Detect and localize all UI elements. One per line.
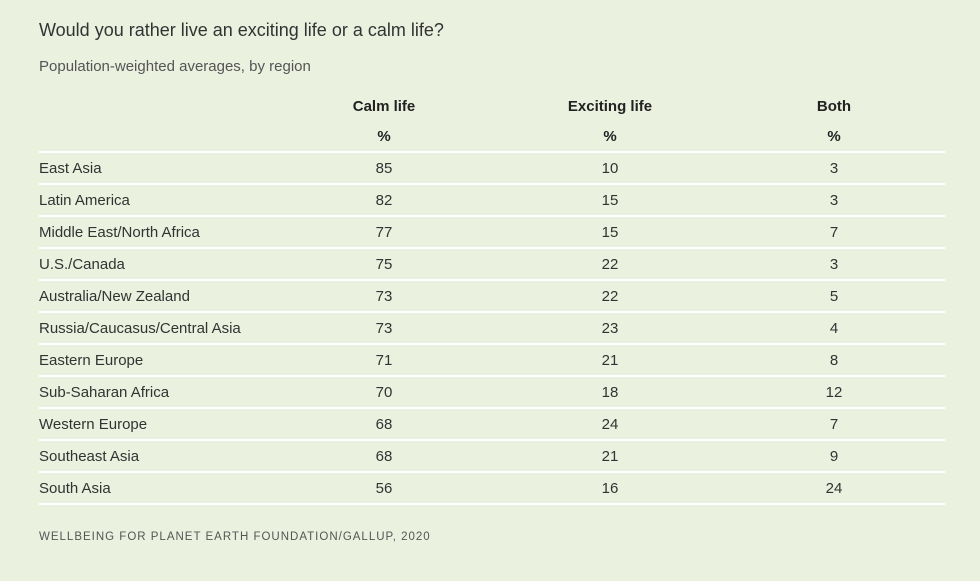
table-row: South Asia 56 16 24 — [39, 472, 945, 505]
header-both: Both — [816, 97, 852, 115]
region-cell: U.S./Canada — [39, 248, 271, 281]
calm-life-cell: 70 — [271, 376, 497, 409]
region-cell: South Asia — [39, 472, 271, 505]
exciting-life-cell: 15 — [497, 184, 723, 217]
both-cell: 5 — [723, 280, 945, 313]
both-cell: 7 — [723, 216, 945, 249]
exciting-life-cell: 21 — [497, 344, 723, 377]
table-row: U.S./Canada 75 22 3 — [39, 248, 945, 281]
both-cell: 3 — [723, 152, 945, 185]
table-body: East Asia 85 10 3 Latin America 82 15 3 Middle E… — [39, 152, 945, 505]
unit-region — [39, 121, 271, 153]
header-calm-life: Calm life — [352, 97, 416, 115]
calm-life-cell: 82 — [271, 184, 497, 217]
results-table: Calm life Exciting life Both % % % East … — [39, 91, 945, 505]
calm-life-cell: 73 — [271, 280, 497, 313]
table-row: Western Europe 68 24 7 — [39, 408, 945, 441]
exciting-life-cell: 18 — [497, 376, 723, 409]
source-note: WELLBEING FOR PLANET EARTH FOUNDATION/GA… — [39, 531, 431, 543]
region-cell: Latin America — [39, 184, 271, 217]
exciting-life-cell: 23 — [497, 312, 723, 345]
calm-life-cell: 68 — [271, 440, 497, 473]
region-cell: Eastern Europe — [39, 344, 271, 377]
region-cell: Australia/New Zealand — [39, 280, 271, 313]
calm-life-cell: 77 — [271, 216, 497, 249]
table-row: Eastern Europe 71 21 8 — [39, 344, 945, 377]
header-exciting-life: Exciting life — [567, 97, 653, 115]
exciting-life-cell: 10 — [497, 152, 723, 185]
table-row: Southeast Asia 68 21 9 — [39, 440, 945, 473]
exciting-life-cell: 21 — [497, 440, 723, 473]
region-cell: Russia/Caucasus/Central Asia — [39, 312, 271, 345]
both-cell: 7 — [723, 408, 945, 441]
both-cell: 3 — [723, 184, 945, 217]
exciting-life-cell: 16 — [497, 472, 723, 505]
page-title: Would you rather live an exciting life o… — [39, 20, 444, 40]
region-cell: Middle East/North Africa — [39, 216, 271, 249]
exciting-life-cell: 15 — [497, 216, 723, 249]
calm-life-cell: 56 — [271, 472, 497, 505]
exciting-life-cell: 24 — [497, 408, 723, 441]
both-cell: 4 — [723, 312, 945, 345]
both-cell: 24 — [723, 472, 945, 505]
table-unit-row: % % % — [39, 121, 945, 153]
calm-life-cell: 85 — [271, 152, 497, 185]
table-row: Russia/Caucasus/Central Asia 73 23 4 — [39, 312, 945, 345]
region-cell: Southeast Asia — [39, 440, 271, 473]
unit-both: % — [723, 121, 945, 153]
table-row: East Asia 85 10 3 — [39, 152, 945, 185]
unit-exciting-life: % — [497, 121, 723, 153]
table-header-row: Calm life Exciting life Both — [39, 91, 945, 121]
region-cell: Western Europe — [39, 408, 271, 441]
page-subtitle: Population-weighted averages, by region — [39, 58, 311, 75]
table-row: Sub-Saharan Africa 70 18 12 — [39, 376, 945, 409]
both-cell: 9 — [723, 440, 945, 473]
exciting-life-cell: 22 — [497, 280, 723, 313]
table-row: Latin America 82 15 3 — [39, 184, 945, 217]
region-cell: Sub-Saharan Africa — [39, 376, 271, 409]
table-row: Australia/New Zealand 73 22 5 — [39, 280, 945, 313]
calm-life-cell: 75 — [271, 248, 497, 281]
both-cell: 3 — [723, 248, 945, 281]
calm-life-cell: 71 — [271, 344, 497, 377]
unit-calm-life: % — [271, 121, 497, 153]
exciting-life-cell: 22 — [497, 248, 723, 281]
header-region — [39, 91, 271, 121]
both-cell: 8 — [723, 344, 945, 377]
calm-life-cell: 73 — [271, 312, 497, 345]
calm-life-cell: 68 — [271, 408, 497, 441]
region-cell: East Asia — [39, 152, 271, 185]
both-cell: 12 — [723, 376, 945, 409]
table-row: Middle East/North Africa 77 15 7 — [39, 216, 945, 249]
